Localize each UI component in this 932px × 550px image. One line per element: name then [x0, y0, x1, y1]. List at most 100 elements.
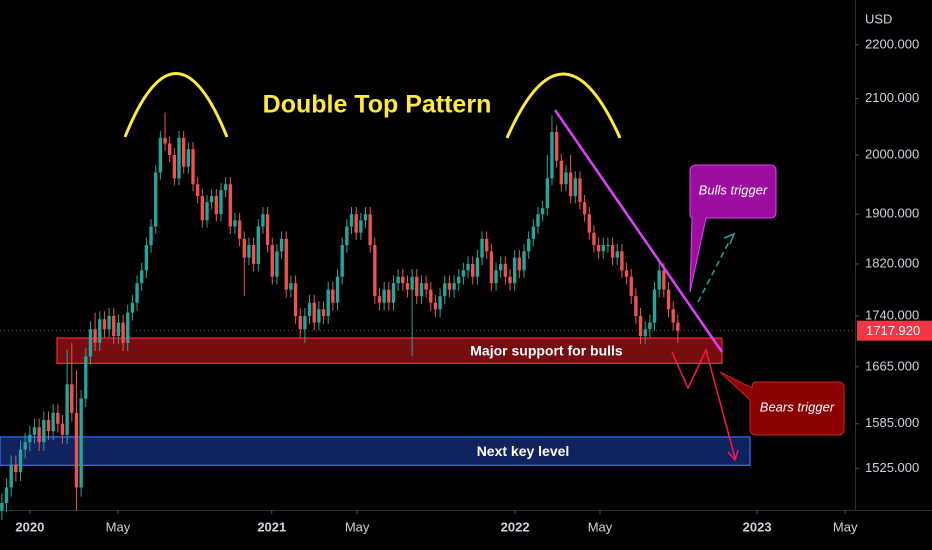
candle-body [596, 245, 601, 252]
candle-body [461, 270, 466, 277]
candle-body [554, 132, 559, 161]
y-tick-label: 2200.000 [865, 36, 919, 51]
right-top-arc [505, 72, 622, 139]
candle-body [550, 132, 554, 179]
candle-body [303, 315, 307, 330]
candle-body [620, 251, 624, 271]
y-tick-label: 1900.000 [865, 206, 919, 221]
candle-body [564, 172, 568, 185]
x-tick-label: 2020 [15, 519, 44, 534]
candle-body [606, 245, 610, 247]
candle-body [447, 283, 452, 290]
candle-body [112, 315, 116, 337]
trend-line [553, 109, 724, 353]
candle-body [643, 329, 647, 337]
candle-body [191, 149, 195, 185]
y-tick-label: 1585.000 [865, 415, 919, 430]
candle-body [219, 190, 223, 215]
candle-body [648, 322, 652, 330]
zone-label: Major support for bulls [470, 342, 623, 358]
candle-body [401, 276, 405, 284]
candles [0, 112, 680, 521]
candle-body [662, 270, 666, 290]
candle-body [168, 143, 172, 155]
candle-body [545, 178, 549, 209]
candle-body [433, 302, 438, 310]
candle-body [28, 434, 32, 443]
candle-body [186, 149, 191, 167]
candle-body [56, 412, 60, 424]
candle-body [32, 427, 37, 435]
candle-body [536, 214, 540, 227]
candle-body [517, 257, 522, 271]
candle-body [629, 276, 633, 297]
candle-body [582, 202, 587, 215]
candle-body [676, 322, 680, 331]
candle-body [377, 296, 382, 303]
candle-body [513, 257, 517, 284]
candle-body [209, 196, 214, 203]
candle-body [140, 270, 144, 284]
candle-body [247, 245, 251, 258]
candle-body [443, 283, 447, 297]
left-top-arc [123, 72, 229, 138]
candle-body [657, 270, 661, 290]
candle-body [452, 283, 456, 290]
axes: 1525.000 1585.000 1665.000 1740.000 1820.000… [0, 36, 932, 534]
candle-body [275, 251, 279, 277]
candle-body [508, 276, 512, 284]
candle-body [587, 214, 591, 233]
candle-body [116, 322, 121, 337]
candle-body [601, 245, 605, 252]
candle-body [592, 232, 596, 246]
candle-body [559, 160, 563, 185]
candle-body [158, 137, 163, 173]
candle-body [102, 319, 107, 330]
candle-body [121, 322, 125, 343]
candle-body [494, 270, 498, 284]
candle-body [457, 276, 461, 284]
candle-body [624, 270, 629, 277]
candle-body [163, 137, 167, 144]
candle-body [126, 312, 130, 343]
y-tick-label: 2100.000 [865, 90, 919, 105]
y-tick-label: 1740.000 [865, 307, 919, 322]
candle-body [335, 276, 340, 303]
candle-body [242, 238, 246, 258]
x-tick-label: 2021 [257, 519, 286, 534]
candle-body [359, 220, 363, 233]
candle-body [526, 238, 531, 252]
candle-body [223, 184, 228, 191]
bull-arrowhead [723, 232, 736, 245]
candle-body [279, 238, 284, 252]
candle-body [354, 214, 358, 233]
candle-body [331, 289, 335, 303]
candle-body [373, 245, 377, 297]
candle-body [610, 245, 615, 258]
x-tick-label: 2022 [501, 519, 530, 534]
candle-body [615, 251, 619, 258]
candle-body [438, 296, 442, 310]
candle-body [214, 196, 218, 215]
candle-body [312, 302, 316, 323]
candle-body [499, 263, 503, 271]
bears-callout [719, 371, 845, 436]
candle-body [489, 251, 494, 284]
last-price-label: 1717.920 [866, 323, 920, 338]
candle-body [251, 245, 256, 264]
candle-body [228, 184, 232, 227]
candle-body [200, 196, 205, 221]
candle-body [65, 384, 69, 435]
candle-body [182, 137, 186, 167]
candle-body [368, 214, 372, 246]
candle-body [74, 412, 79, 488]
drawings: Bulls trigger Bears trigger [123, 72, 845, 462]
candle-body [18, 449, 23, 473]
candle-body [256, 226, 260, 264]
x-tick-label: May [833, 519, 858, 534]
bull-path [697, 239, 731, 303]
candle-body [233, 220, 237, 227]
bulls-callout-text: Bulls trigger [699, 182, 768, 197]
